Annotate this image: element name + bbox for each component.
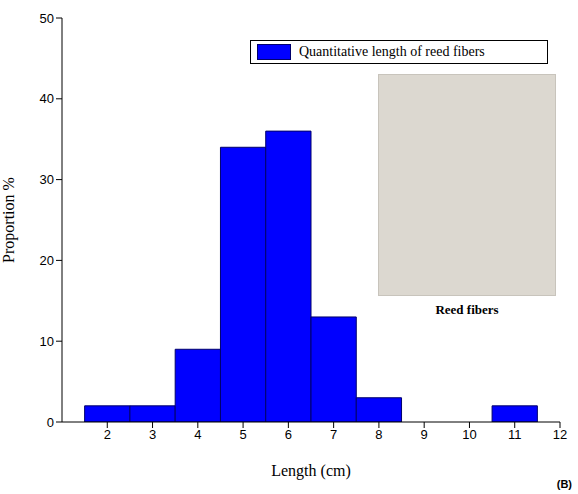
- html-text:(B): (B): [556, 478, 572, 490]
- svg-text:12: 12: [553, 427, 567, 442]
- svg-text:50: 50: [40, 11, 54, 26]
- svg-text:3: 3: [149, 427, 156, 442]
- html-text:Reed fibers: Reed fibers: [435, 302, 499, 317]
- svg-text:6: 6: [285, 427, 292, 442]
- svg-text:20: 20: [40, 253, 54, 268]
- svg-text:11: 11: [508, 427, 522, 442]
- svg-text:4: 4: [194, 427, 201, 442]
- html-text:Quantitative length of reed fi: Quantitative length of reed fibers: [299, 44, 485, 59]
- svg-text:Proportion %: Proportion %: [0, 177, 18, 263]
- svg-text:40: 40: [40, 91, 54, 106]
- svg-text:9: 9: [421, 427, 428, 442]
- svg-text:30: 30: [40, 172, 54, 187]
- svg-text:10: 10: [462, 427, 476, 442]
- svg-text:5: 5: [239, 427, 246, 442]
- svg-text:7: 7: [330, 427, 337, 442]
- svg-text:Length (cm): Length (cm): [271, 462, 351, 480]
- svg-text:2: 2: [104, 427, 111, 442]
- svg-text:10: 10: [40, 334, 54, 349]
- svg-text:0: 0: [47, 415, 54, 430]
- svg-text:8: 8: [375, 427, 382, 442]
